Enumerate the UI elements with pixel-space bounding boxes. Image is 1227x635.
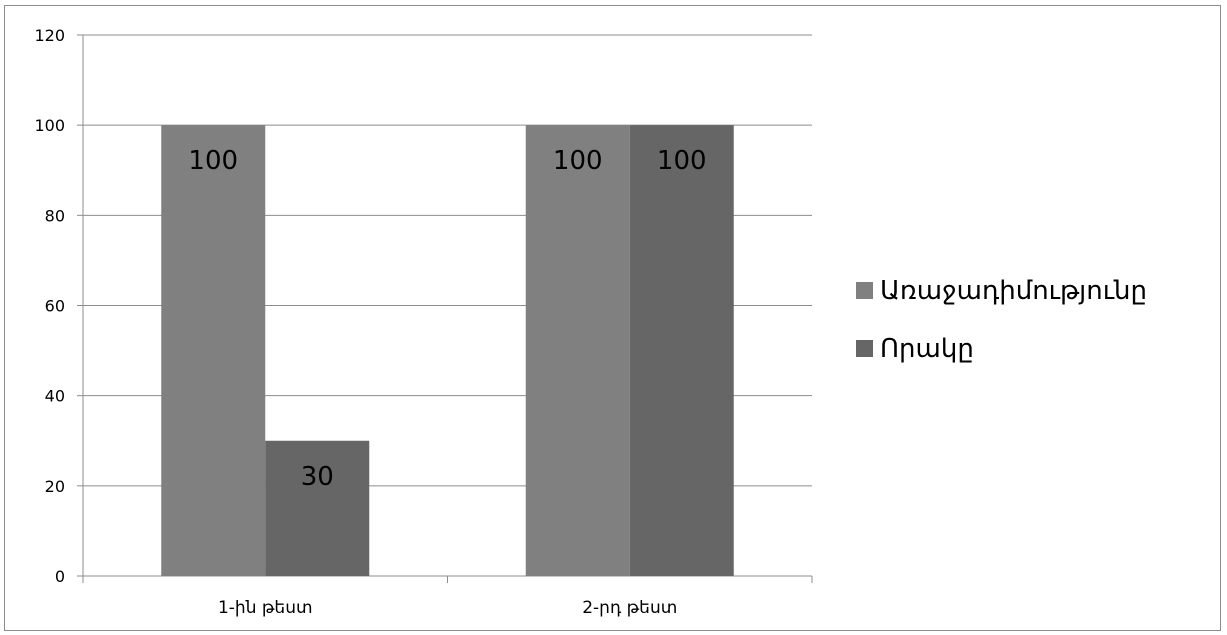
bar [265, 440, 370, 576]
legend-label: Առաջադիմությունը [880, 276, 1147, 306]
bar [525, 125, 630, 577]
y-tick-label: 0 [55, 567, 65, 586]
y-tick-label: 20 [45, 477, 65, 496]
bar [161, 125, 266, 577]
y-tick-label: 120 [34, 26, 65, 45]
x-category-label: 2-րդ թեստ [582, 598, 677, 618]
data-label: 100 [553, 146, 603, 176]
y-tick-label: 40 [45, 387, 65, 406]
bar [629, 125, 734, 577]
data-label: 30 [301, 462, 334, 492]
bars [161, 125, 734, 577]
y-tick-label: 60 [45, 297, 65, 316]
y-tick-label: 100 [34, 116, 65, 135]
legend-label: Որակը [880, 334, 974, 364]
x-category-label: 1-ին թեստ [218, 598, 313, 618]
x-axis: 1-ին թեստ 2-րդ թեստ [82, 575, 813, 618]
legend: Առաջադիմությունը Որակը [856, 276, 1147, 364]
legend-swatch [856, 340, 873, 357]
data-label: 100 [188, 146, 238, 176]
y-axis: 0 20 40 60 80 100 120 [34, 26, 84, 586]
legend-swatch [856, 282, 873, 299]
y-tick-label: 80 [45, 206, 65, 225]
data-labels: 100 30 100 100 [188, 146, 706, 492]
data-label: 100 [657, 146, 707, 176]
